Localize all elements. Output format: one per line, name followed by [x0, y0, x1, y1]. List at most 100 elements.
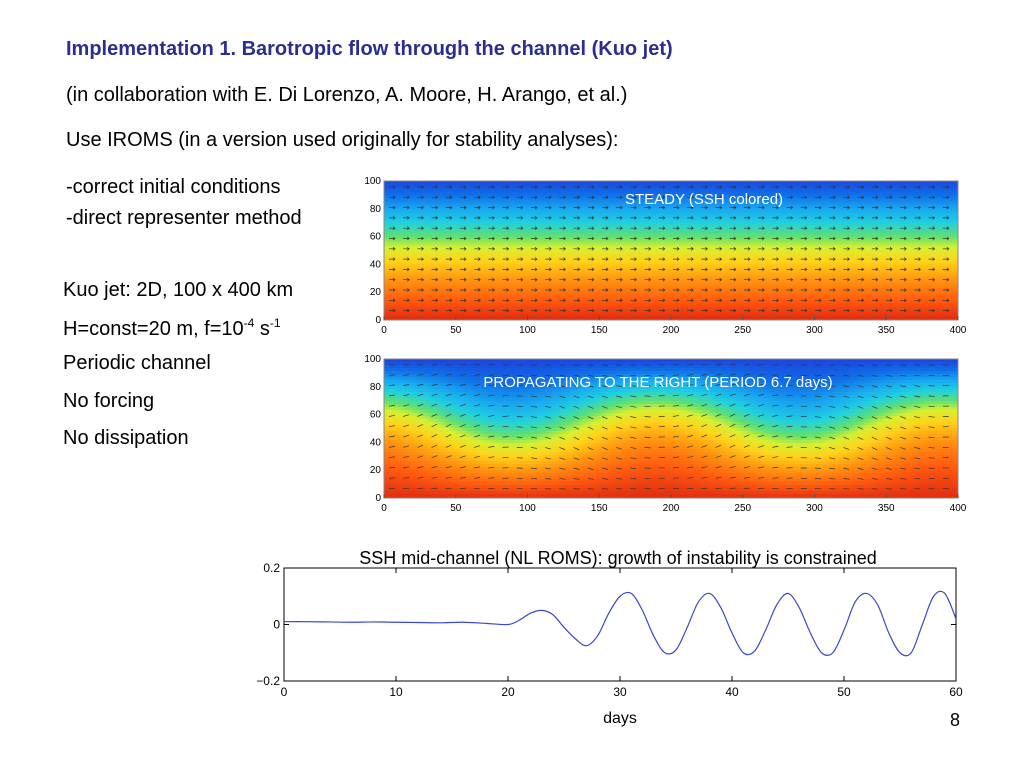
ssh-cell	[513, 473, 517, 477]
ssh-cell	[537, 416, 541, 420]
ssh-cell	[564, 470, 568, 474]
ssh-cell	[561, 449, 565, 453]
ssh-cell	[579, 365, 583, 369]
ssh-cell	[459, 461, 463, 465]
ssh-cell	[648, 377, 652, 381]
ssh-cell	[435, 377, 439, 381]
ssh-cell	[423, 425, 427, 429]
ssh-cell	[642, 383, 646, 387]
ssh-cell	[450, 416, 454, 420]
ssh-cell	[486, 398, 490, 402]
ssh-cell	[483, 401, 487, 405]
ssh-cell	[492, 488, 496, 492]
ssh-cell	[504, 404, 508, 408]
ssh-cell	[495, 365, 499, 369]
ssh-cell	[549, 452, 553, 456]
ssh-cell	[417, 485, 421, 489]
velocity-arrow	[886, 257, 893, 261]
ssh-cell	[651, 389, 655, 393]
ssh-cell	[633, 464, 637, 468]
ssh-cell	[558, 494, 562, 498]
ssh-cell	[642, 491, 646, 495]
ssh-cell	[654, 371, 658, 375]
ssh-cell	[429, 446, 433, 450]
ssh-cell	[462, 428, 466, 432]
ssh-cell	[657, 413, 661, 417]
ssh-cell	[417, 374, 421, 378]
ssh-cell	[492, 386, 496, 390]
ssh-cell	[468, 452, 472, 456]
ssh-cell	[483, 395, 487, 399]
ssh-cell	[657, 371, 661, 375]
ssh-cell	[495, 368, 499, 372]
ssh-cell	[636, 485, 640, 489]
ssh-cell	[402, 485, 406, 489]
ssh-cell	[417, 389, 421, 393]
velocity-arrow	[687, 185, 694, 189]
ssh-cell	[549, 422, 553, 426]
ssh-cell	[579, 455, 583, 459]
ssh-cell	[591, 365, 595, 369]
ssh-cell	[447, 461, 451, 465]
ssh-cell	[576, 428, 580, 432]
ssh-cell	[612, 443, 616, 447]
ssh-cell	[504, 467, 508, 471]
ssh-cell	[645, 362, 649, 366]
ssh-cell	[510, 392, 514, 396]
ssh-cell	[528, 461, 532, 465]
ssh-cell	[495, 437, 499, 441]
ssh-cell	[531, 407, 535, 411]
ssh-cell	[462, 365, 466, 369]
ssh-cell	[510, 482, 514, 486]
ssh-cell	[543, 494, 547, 498]
ssh-cell	[402, 467, 406, 471]
ssh-cell	[498, 485, 502, 489]
ssh-cell	[525, 491, 529, 495]
ssh-cell	[402, 365, 406, 369]
ssh-cell	[555, 458, 559, 462]
ssh-cell	[384, 425, 388, 429]
ssh-cell	[507, 422, 511, 426]
ssh-cell	[564, 371, 568, 375]
ssh-cell	[660, 395, 664, 399]
ssh-cell	[633, 485, 637, 489]
ssh-cell	[540, 392, 544, 396]
velocity-arrow	[616, 226, 623, 230]
ssh-cell	[654, 380, 658, 384]
velocity-arrow	[900, 267, 907, 272]
ssh-cell	[465, 386, 469, 390]
ssh-cell	[591, 389, 595, 393]
ssh-cell	[567, 485, 571, 489]
ssh-cell	[546, 419, 550, 423]
ssh-cell	[525, 434, 529, 438]
ssh-cell	[591, 494, 595, 498]
ssh-cell	[459, 449, 463, 453]
ssh-cell	[525, 428, 529, 432]
ssh-cell	[438, 494, 442, 498]
ssh-cell	[627, 485, 631, 489]
ssh-cell	[579, 443, 583, 447]
ssh-cell	[663, 416, 667, 420]
ssh-cell	[519, 494, 523, 498]
ssh-cell	[417, 437, 421, 441]
ssh-cell	[462, 464, 466, 468]
ssh-cell	[390, 422, 394, 426]
ssh-cell	[483, 479, 487, 483]
ssh-cell	[411, 494, 415, 498]
ssh-cell	[561, 428, 565, 432]
ssh-cell	[594, 476, 598, 480]
velocity-arrow	[474, 298, 481, 303]
ssh-cell	[429, 413, 433, 417]
ssh-cell	[393, 485, 397, 489]
ssh-cell	[498, 476, 502, 480]
velocity-arrow	[744, 288, 751, 292]
ssh-cell	[447, 449, 451, 453]
ssh-cell	[579, 464, 583, 468]
ssh-cell	[399, 383, 403, 387]
ssh-cell	[618, 398, 622, 402]
ssh-cell	[504, 383, 508, 387]
ssh-cell	[528, 374, 532, 378]
ssh-cell	[633, 461, 637, 465]
ssh-cell	[609, 482, 613, 486]
ssh-cell	[660, 455, 664, 459]
